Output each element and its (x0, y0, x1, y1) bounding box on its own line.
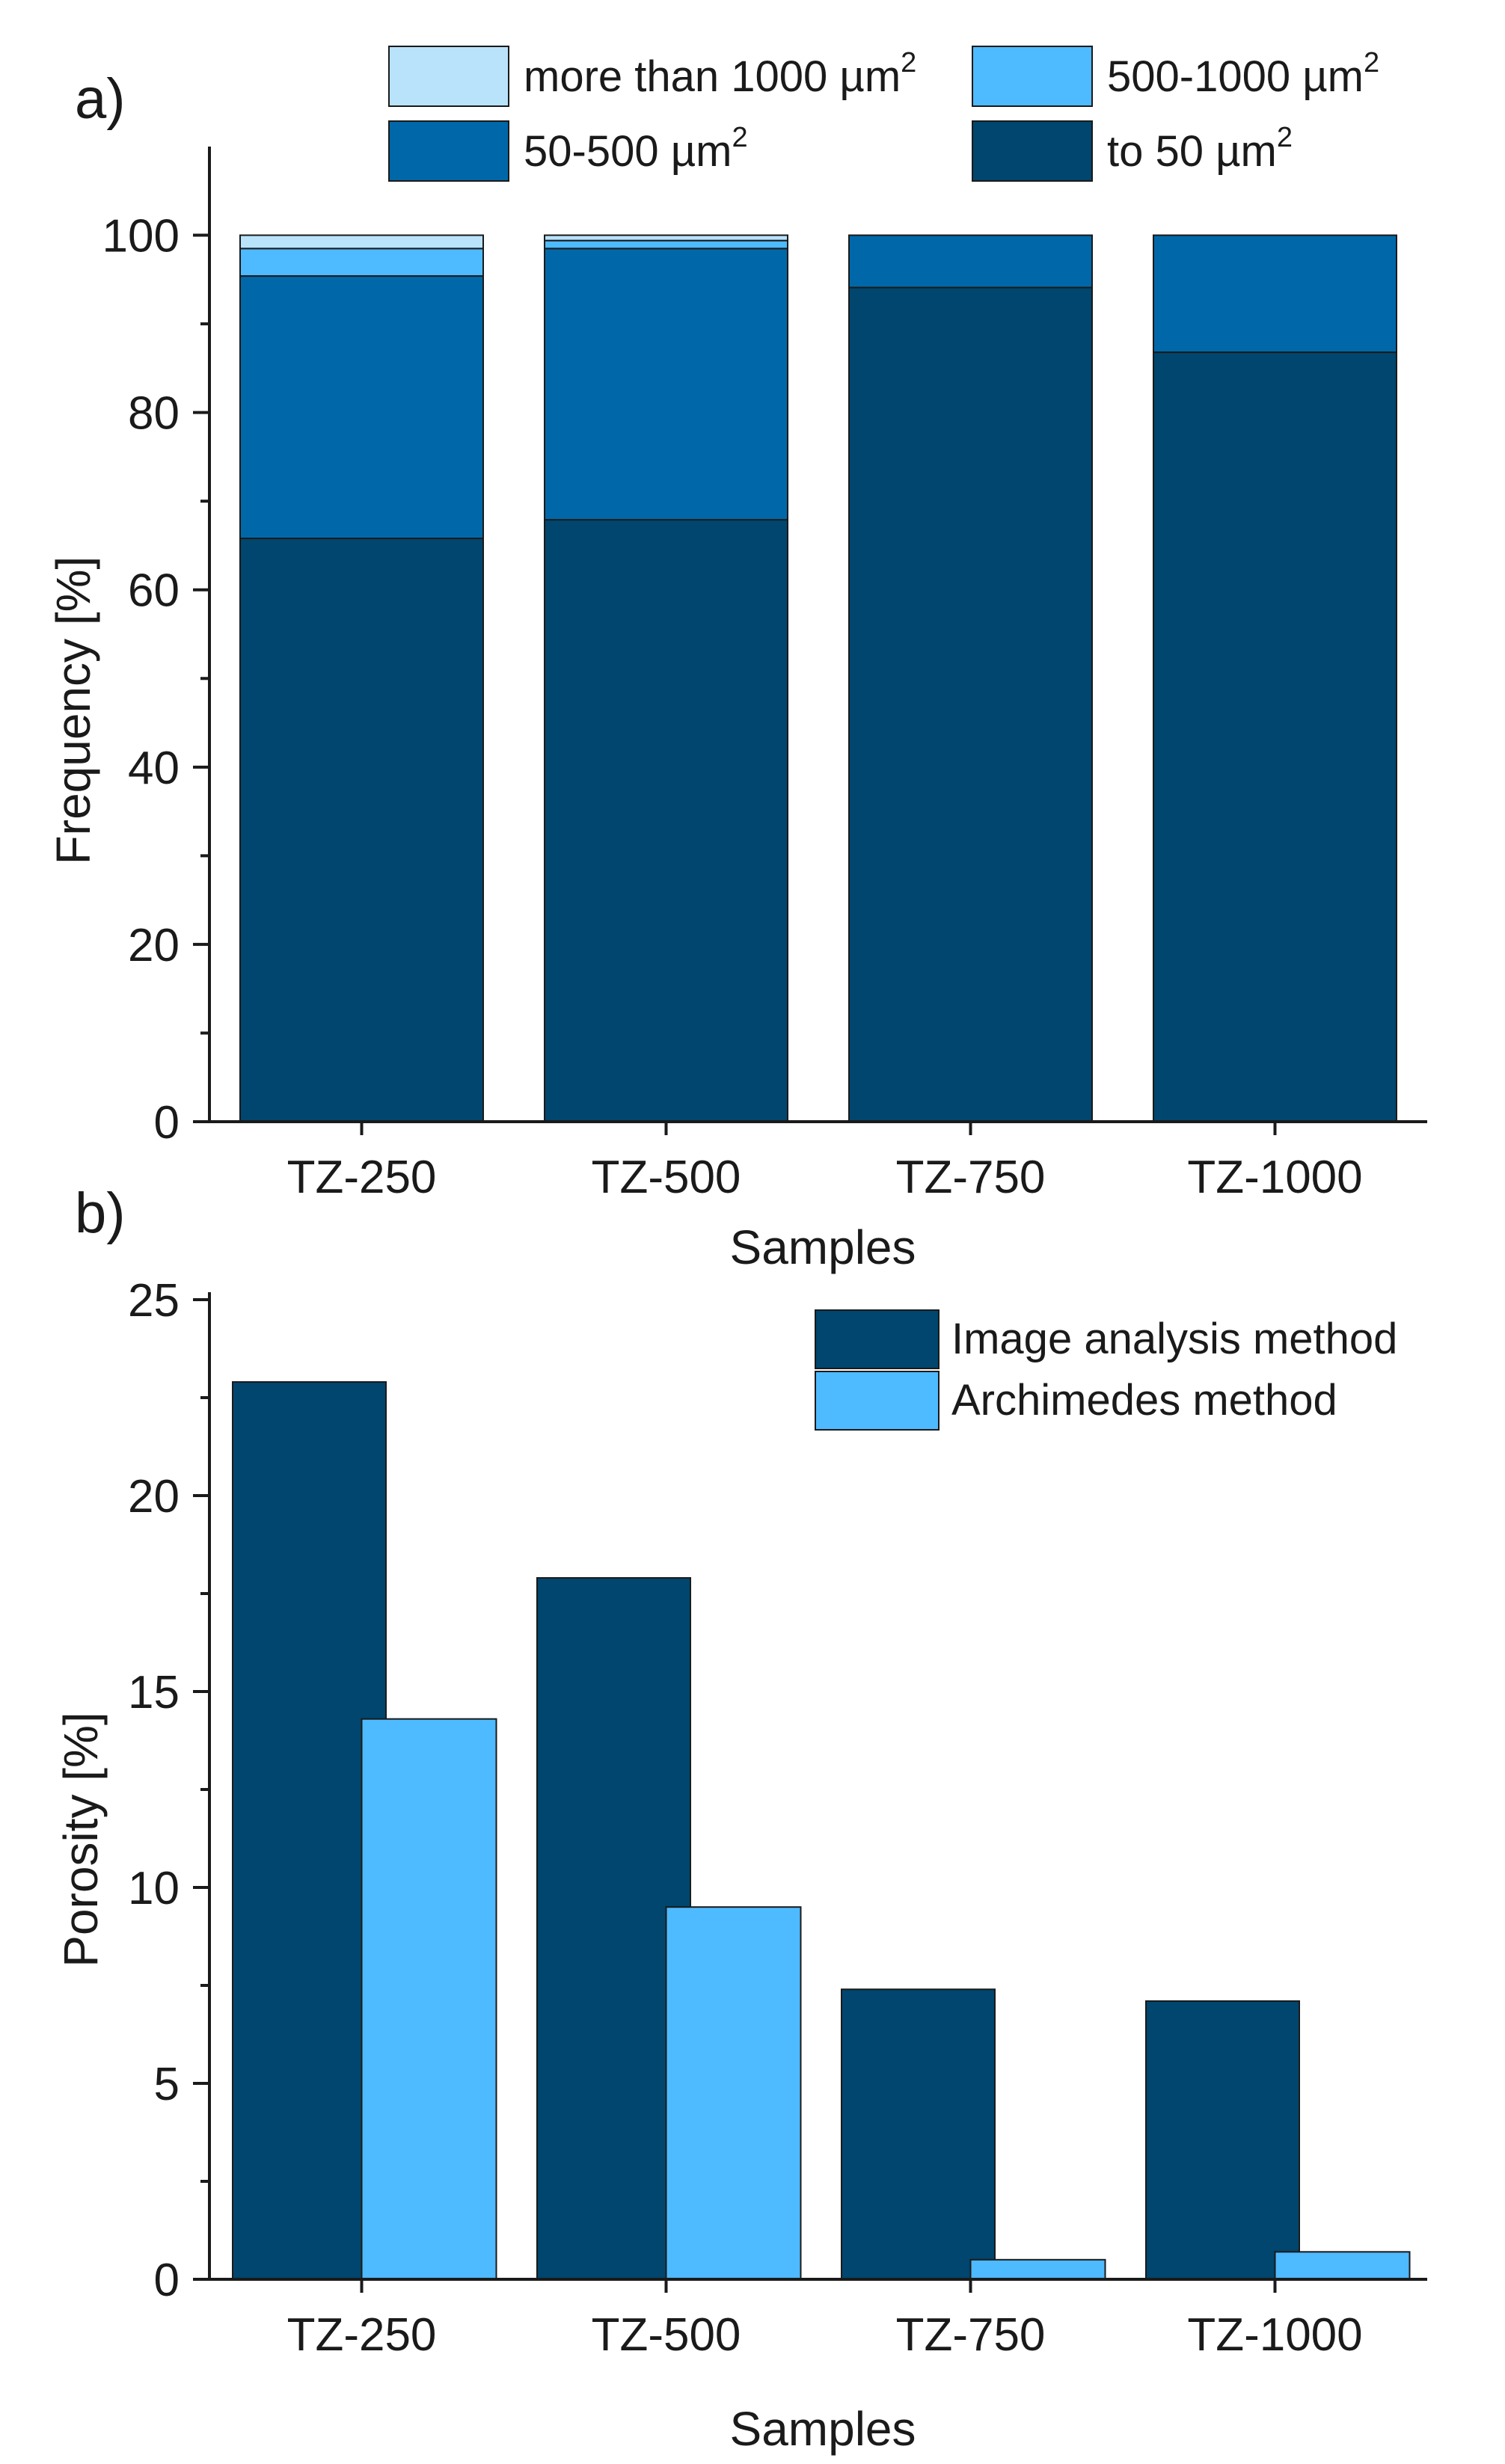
chart-a-legend: more than 1000 µm2 500-1000 µm2 50-500 µm2… (388, 46, 1379, 182)
bar-tz-500-archimedes (665, 1906, 802, 2280)
bar-tz-500-image-analysis (536, 1577, 691, 2281)
bar-tz-250-series-3 (239, 234, 484, 250)
legend-entry: more than 1000 µm2 (524, 47, 916, 101)
bar-tz-750-series-0 (848, 286, 1093, 1122)
legend-entry: 50-500 µm2 (524, 122, 748, 176)
x-tick-label: TZ-500 (592, 1152, 741, 1203)
chart-b-axes: TZ-250 TZ-500 TZ-750 TZ-1000 0 5 10 15 20 25 (128, 1275, 1427, 2361)
chart-a-bars (239, 234, 1397, 1122)
panel-label-b: b) (75, 1182, 126, 1245)
chart-b: b) TZ-250 TZ-500 TZ-750 TZ-1000 0 5 10 15 20 25 I… (54, 1182, 1427, 2456)
bar-tz-750-series-1 (848, 234, 1093, 289)
bar-tz-1000-series-0 (1153, 351, 1397, 1122)
x-tick-label: TZ-750 (896, 1152, 1046, 1203)
bar-tz-250-archimedes (361, 1718, 497, 2280)
bar-tz-500-series-2 (544, 239, 788, 250)
legend-entry: Archimedes method (951, 1376, 1337, 1425)
legend-swatch (388, 46, 509, 107)
x-tick-label: TZ-1000 (1187, 1152, 1362, 1203)
legend-swatch (972, 46, 1093, 107)
chart-a-axes: TZ-250 TZ-500 TZ-750 TZ-1000 0 20 40 60 80 100 (102, 147, 1427, 1203)
y-tick-label: 5 (154, 2059, 180, 2110)
x-tick-label: TZ-250 (287, 2309, 437, 2361)
y-tick-label: 100 (102, 211, 180, 262)
x-tick-label: TZ-250 (287, 1152, 437, 1203)
legend-swatch (388, 120, 509, 182)
bar-tz-1000-archimedes (1274, 2251, 1411, 2281)
bar-tz-750-image-analysis (841, 1988, 996, 2280)
legend-entry: Image analysis method (951, 1315, 1397, 1363)
bar-tz-250-series-1 (239, 275, 484, 539)
chart-b-legend: Image analysis method Archimedes method (815, 1309, 1397, 1431)
legend-swatch (972, 120, 1093, 182)
y-tick-label: 15 (128, 1667, 180, 1718)
y-tick-label: 10 (128, 1863, 180, 1914)
bar-tz-500-series-1 (544, 248, 788, 521)
x-tick-label: TZ-1000 (1187, 2309, 1362, 2361)
legend-swatch (815, 1371, 940, 1431)
bar-tz-750-archimedes (969, 2258, 1106, 2281)
y-tick-label: 80 (128, 388, 180, 440)
chart-a: a) TZ-250 TZ-500 TZ-750 TZ-1000 0 20 40 60 80 100… (46, 46, 1427, 1274)
legend-entry: 500-1000 µm2 (1107, 47, 1379, 101)
panel-label-a: a) (75, 67, 126, 131)
y-tick-label: 0 (154, 2255, 180, 2306)
bar-tz-250-series-2 (239, 248, 484, 277)
y-tick-label: 60 (128, 565, 180, 617)
y-tick-label: 25 (128, 1275, 180, 1327)
chart-a-ylabel: Frequency [%] (46, 556, 100, 865)
chart-b-bars (232, 1381, 1411, 2281)
chart-b-xlabel: Samples (730, 2402, 916, 2456)
y-tick-label: 0 (154, 1097, 180, 1149)
x-tick-label: TZ-750 (896, 2309, 1046, 2361)
chart-b-ylabel: Porosity [%] (54, 1712, 108, 1967)
bar-tz-250-series-0 (239, 537, 484, 1122)
legend-swatch (815, 1309, 940, 1369)
x-tick-label: TZ-500 (592, 2309, 741, 2361)
y-tick-label: 20 (128, 920, 180, 971)
y-tick-label: 20 (128, 1471, 180, 1523)
bar-tz-500-series-3 (544, 234, 788, 242)
y-tick-label: 40 (128, 743, 180, 794)
legend-entry: to 50 µm2 (1107, 122, 1293, 176)
bar-tz-500-series-0 (544, 519, 788, 1122)
chart-a-xlabel: Samples (730, 1220, 916, 1274)
bar-tz-1000-image-analysis (1145, 2000, 1300, 2280)
bar-tz-1000-series-1 (1153, 234, 1397, 354)
